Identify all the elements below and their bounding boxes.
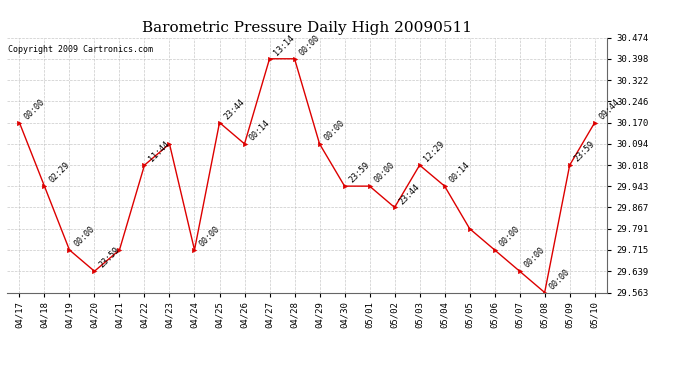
Text: 00:00: 00:00 xyxy=(197,225,221,249)
Text: 23:59: 23:59 xyxy=(97,246,121,270)
Text: 00:00: 00:00 xyxy=(373,161,396,185)
Text: 00:00: 00:00 xyxy=(322,118,346,142)
Text: 23:44: 23:44 xyxy=(222,97,246,121)
Text: 00:00: 00:00 xyxy=(522,246,546,270)
Text: 00:00: 00:00 xyxy=(22,97,46,121)
Text: 13:14: 13:14 xyxy=(273,33,296,57)
Text: 00:00: 00:00 xyxy=(497,225,522,249)
Text: 23:59: 23:59 xyxy=(347,161,371,185)
Text: 00:00: 00:00 xyxy=(72,225,96,249)
Text: 12:29: 12:29 xyxy=(422,140,446,164)
Text: 02:29: 02:29 xyxy=(47,161,71,185)
Text: Copyright 2009 Cartronics.com: Copyright 2009 Cartronics.com xyxy=(8,45,153,54)
Text: 11:44: 11:44 xyxy=(147,140,171,164)
Text: 09:44: 09:44 xyxy=(598,97,622,121)
Text: 23:59: 23:59 xyxy=(573,140,596,164)
Text: 00:00: 00:00 xyxy=(547,267,571,291)
Title: Barometric Pressure Daily High 20090511: Barometric Pressure Daily High 20090511 xyxy=(142,21,472,35)
Text: 23:44: 23:44 xyxy=(397,182,422,206)
Text: 00:14: 00:14 xyxy=(447,161,471,185)
Text: 00:14: 00:14 xyxy=(247,118,271,142)
Text: 00:00: 00:00 xyxy=(297,33,322,57)
